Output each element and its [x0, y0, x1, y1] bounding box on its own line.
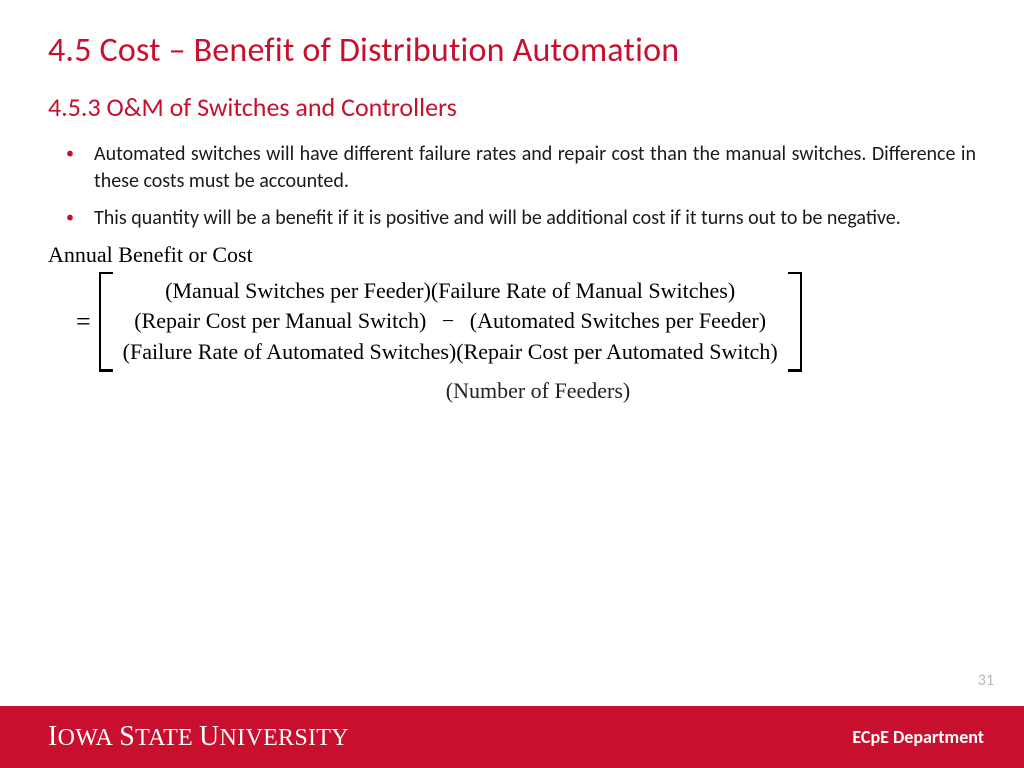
formula-term: (Failure Rate of Automated Switches)(Rep…: [123, 339, 778, 364]
formula-row: (Manual Switches per Feeder)(Failure Rat…: [165, 276, 735, 307]
univ-word: TATE: [135, 725, 193, 751]
bullet-item: Automated switches will have different f…: [48, 141, 976, 195]
univ-word: NIVERSITY: [220, 725, 349, 751]
univ-word-initial: U: [199, 721, 220, 752]
formula-term: (Automated Switches per Feeder): [470, 308, 766, 333]
univ-word-initial: I: [48, 721, 58, 752]
bullet-list: Automated switches will have different f…: [48, 141, 976, 232]
univ-word-initial: S: [119, 721, 135, 752]
formula-label: Annual Benefit or Cost: [48, 242, 976, 268]
footer-bar: IOWA STATE UNIVERSITY ECpE Department: [0, 706, 1024, 768]
minus-operator: −: [432, 306, 464, 337]
formula-trailing: (Number of Feeders): [128, 378, 948, 404]
formula-row: (Failure Rate of Automated Switches)(Rep…: [123, 337, 778, 368]
formula-matrix: (Manual Switches per Feeder)(Failure Rat…: [113, 272, 788, 372]
slide-subtitle: 4.5.3 O&M of Switches and Controllers: [48, 91, 976, 123]
content-area: 4.5 Cost – Benefit of Distribution Autom…: [48, 30, 976, 404]
page-number: 31: [978, 671, 994, 690]
formula-row: (Repair Cost per Manual Switch) − (Autom…: [134, 306, 766, 337]
bullet-item: This quantity will be a benefit if it is…: [48, 205, 976, 232]
university-name: IOWA STATE UNIVERSITY: [48, 721, 349, 753]
right-bracket: [788, 272, 802, 372]
equals-sign: =: [48, 307, 99, 337]
department-name: ECpE Department: [852, 726, 984, 748]
formula-term: (Manual Switches per Feeder)(Failure Rat…: [165, 278, 735, 303]
univ-word: OWA: [58, 725, 114, 751]
formula: = (Manual Switches per Feeder)(Failure R…: [48, 272, 976, 372]
bracket-group: (Manual Switches per Feeder)(Failure Rat…: [99, 272, 802, 372]
left-bracket: [99, 272, 113, 372]
slide: 4.5 Cost – Benefit of Distribution Autom…: [0, 0, 1024, 768]
slide-title: 4.5 Cost – Benefit of Distribution Autom…: [48, 30, 976, 73]
formula-term: (Repair Cost per Manual Switch): [134, 308, 426, 333]
